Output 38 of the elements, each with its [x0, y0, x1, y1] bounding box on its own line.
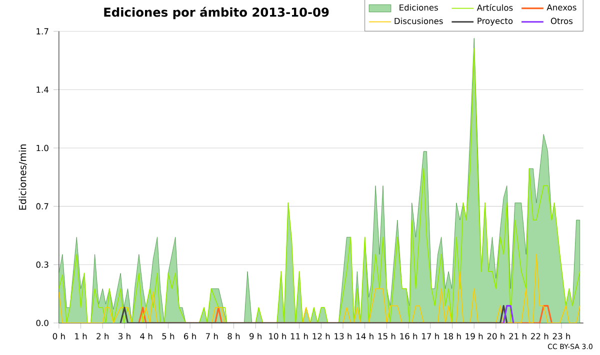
x-tick-label: 14 h — [356, 332, 374, 340]
legend-label: Otros — [550, 18, 573, 24]
x-tick-label: 19 h — [466, 332, 483, 340]
x-tick-label: 4 h — [140, 332, 152, 340]
x-tick-label: 16 h — [400, 332, 418, 340]
x-tick-label: 11 h — [290, 332, 308, 340]
x-tick-label: 7 h — [206, 332, 218, 340]
x-tick-label: 5 h — [162, 332, 174, 340]
y-tick-label: 1.7 — [36, 28, 48, 34]
x-tick-label: 10 h — [269, 332, 286, 340]
x-tick-label: 6 h — [184, 332, 196, 340]
x-tick-label: 15 h — [378, 332, 396, 340]
legend-label: Ediciones — [400, 4, 438, 11]
x-tick-label: 17 h — [422, 332, 439, 340]
y-tick-label: 0.3 — [36, 262, 48, 268]
x-tick-label: 21 h — [509, 332, 526, 340]
x-tick-label: 2 h — [96, 332, 109, 340]
x-tick-label: 13 h — [334, 332, 352, 340]
x-tick-label: 1 h — [75, 332, 87, 340]
x-tick-label: 0 h — [52, 332, 65, 340]
y-tick-label: 1.4 — [36, 86, 48, 93]
legend-label: Proyecto — [478, 18, 513, 26]
x-tick-label: 18 h — [444, 332, 461, 340]
y-tick-label: 0.0 — [36, 320, 48, 326]
legend-label: Discusiones — [394, 18, 443, 24]
x-tick-label: 8 h — [228, 332, 240, 340]
x-tick-label: 20 h — [487, 332, 504, 340]
x-tick-label: 12 h — [312, 332, 330, 340]
x-tick-label: 9 h — [250, 332, 262, 340]
x-tick-label: 23 h — [552, 332, 570, 340]
legend-label: Artículos — [476, 4, 513, 11]
x-tick-label: 3 h — [118, 332, 130, 340]
legend-label: Anexos — [546, 4, 576, 11]
y-tick-label: 1.0 — [36, 144, 48, 152]
chart-title: Ediciones por ámbito 2013-10-09 — [104, 6, 329, 20]
x-tick-label: 22 h — [531, 332, 548, 340]
y-tick-label: 0.7 — [36, 203, 48, 210]
y-axis-title: Ediciones/min — [18, 144, 27, 210]
